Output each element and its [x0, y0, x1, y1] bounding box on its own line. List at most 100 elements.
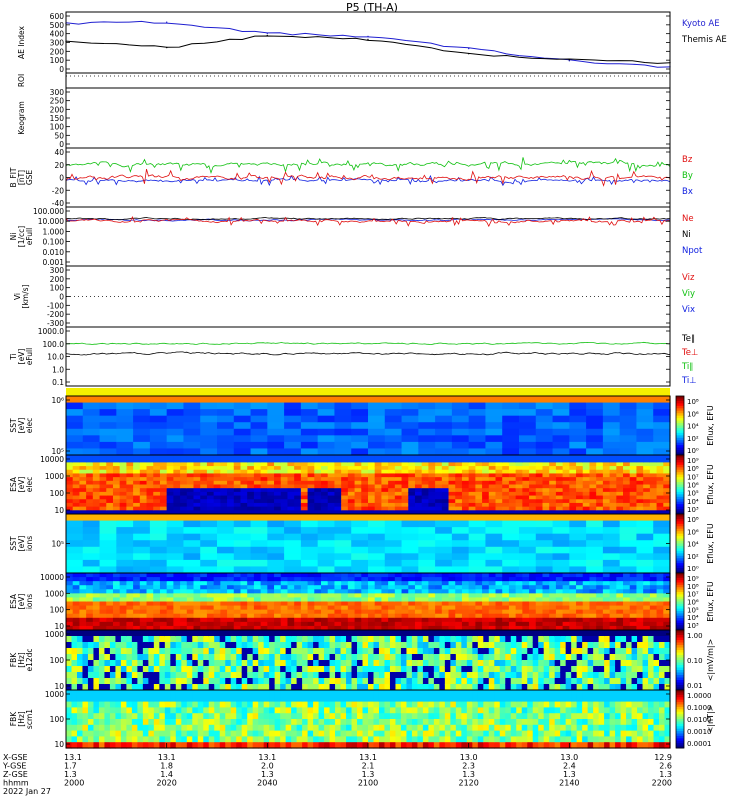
spectrogram-cell	[374, 577, 383, 582]
spectrogram-cell	[532, 684, 539, 691]
spectrogram-cell	[406, 636, 413, 643]
spectrogram-cell	[576, 455, 584, 460]
spectrogram-cell	[354, 488, 362, 493]
spectrogram-cell	[609, 577, 617, 582]
spectrogram-cell	[99, 488, 107, 493]
spectrogram-cell	[582, 458, 591, 463]
spectrogram-cell	[116, 520, 134, 528]
spectrogram-cell	[307, 730, 314, 737]
spectrogram-cell	[482, 473, 490, 478]
spectrogram-cell	[126, 495, 134, 500]
spectrogram-cell	[357, 742, 364, 749]
spectrogram-cell	[112, 491, 121, 497]
spectrogram-cell	[153, 695, 160, 703]
spectrogram-cell	[576, 597, 584, 603]
spectrogram-cell	[269, 719, 276, 726]
spectrogram-cell	[455, 617, 463, 623]
spectrogram-cell	[236, 648, 243, 655]
spectrogram-cell	[302, 630, 309, 637]
spectrogram-cell	[441, 621, 450, 627]
spectrogram-cell	[120, 713, 127, 720]
spectrogram-cell	[653, 514, 671, 522]
spectrogram-cell	[86, 473, 94, 478]
spectrogram-cell	[300, 621, 309, 627]
spectrogram-cell	[317, 409, 336, 417]
spectrogram-cell	[175, 648, 182, 655]
spectrogram-cell	[72, 593, 81, 599]
spectrogram-cell	[451, 533, 470, 541]
spectrogram-cell	[542, 491, 550, 497]
spectrogram-cell	[374, 510, 383, 515]
spectrogram-cell	[280, 636, 287, 643]
spectrogram-cell	[112, 621, 121, 627]
spectrogram-cell	[192, 654, 199, 661]
spectrogram-cell	[636, 533, 654, 541]
spectrogram-cell	[604, 654, 611, 661]
spectrogram-cell	[368, 648, 375, 655]
spectrogram-cell	[361, 491, 369, 497]
spectrogram-cell	[153, 630, 160, 637]
spectrogram-cell	[166, 613, 174, 619]
spectrogram-cell	[508, 495, 517, 500]
spectrogram-cell	[82, 435, 101, 443]
spectrogram-cell	[133, 609, 141, 615]
spectrogram-cell	[636, 491, 644, 497]
spectrogram-cell	[126, 617, 134, 623]
spectrogram-cell	[663, 455, 671, 460]
spectrogram-cell	[636, 435, 654, 443]
spectrogram-cell	[519, 422, 537, 430]
spectrogram-cell	[417, 672, 424, 679]
spectrogram-cell	[502, 484, 510, 489]
spectrogram-cell	[576, 502, 584, 508]
spectrogram-cell	[307, 499, 315, 504]
spectrogram-cell	[285, 736, 292, 743]
spectrogram-cell	[72, 510, 81, 515]
spectrogram-cell	[615, 648, 622, 655]
spectrogram-cell	[200, 435, 218, 443]
spectrogram-cell	[368, 625, 376, 631]
spectrogram-cell	[263, 695, 270, 703]
spectrogram-cell	[361, 462, 369, 467]
spectrogram-cell	[98, 636, 106, 643]
spectrogram-cell	[99, 585, 107, 590]
spectrogram-cell	[354, 473, 362, 478]
spectrogram-cell	[99, 589, 107, 594]
spectrogram-cell	[384, 553, 403, 561]
spectrogram-cell	[354, 458, 362, 463]
spectrogram-cell	[569, 488, 577, 493]
spectrogram-cell	[587, 672, 594, 679]
spectrogram-cell	[300, 609, 309, 615]
spectrogram-cell	[357, 660, 364, 667]
spectrogram-cell	[582, 678, 589, 685]
spectrogram-cell	[280, 690, 287, 697]
spectrogram-cell	[361, 510, 369, 515]
spectrogram-cell	[663, 495, 671, 500]
spectrogram-cell	[233, 402, 252, 410]
spectrogram-cell	[247, 695, 254, 703]
spectrogram-cell	[340, 690, 347, 697]
spectrogram-cell	[468, 617, 476, 623]
spectrogram-cell	[307, 593, 315, 599]
spectrogram-cell	[247, 593, 255, 599]
spectrogram-cell	[241, 666, 248, 673]
spectrogram-cell	[213, 469, 221, 475]
spectrogram-cell	[560, 678, 567, 685]
spectrogram-cell	[552, 546, 570, 554]
spectrogram-cell	[664, 672, 671, 679]
spectrogram-cell	[233, 484, 242, 489]
spectrogram-cell	[569, 533, 587, 541]
spectrogram-cell	[414, 621, 423, 627]
spectrogram-cell	[317, 428, 336, 436]
spectrogram-cell	[200, 625, 208, 631]
spectrogram-cell	[82, 441, 101, 450]
spectrogram-cell	[406, 684, 413, 691]
spectrogram-cell	[233, 597, 242, 603]
spectrogram-cell	[109, 701, 117, 708]
spectrogram-cell	[280, 707, 287, 714]
spectrogram-cell	[475, 473, 483, 478]
spectrogram-cell	[86, 455, 94, 460]
spectrogram-cell	[495, 506, 503, 511]
spectrogram-cell	[126, 473, 134, 478]
spectrogram-cell	[468, 527, 487, 535]
spectrogram-cell	[302, 730, 309, 737]
